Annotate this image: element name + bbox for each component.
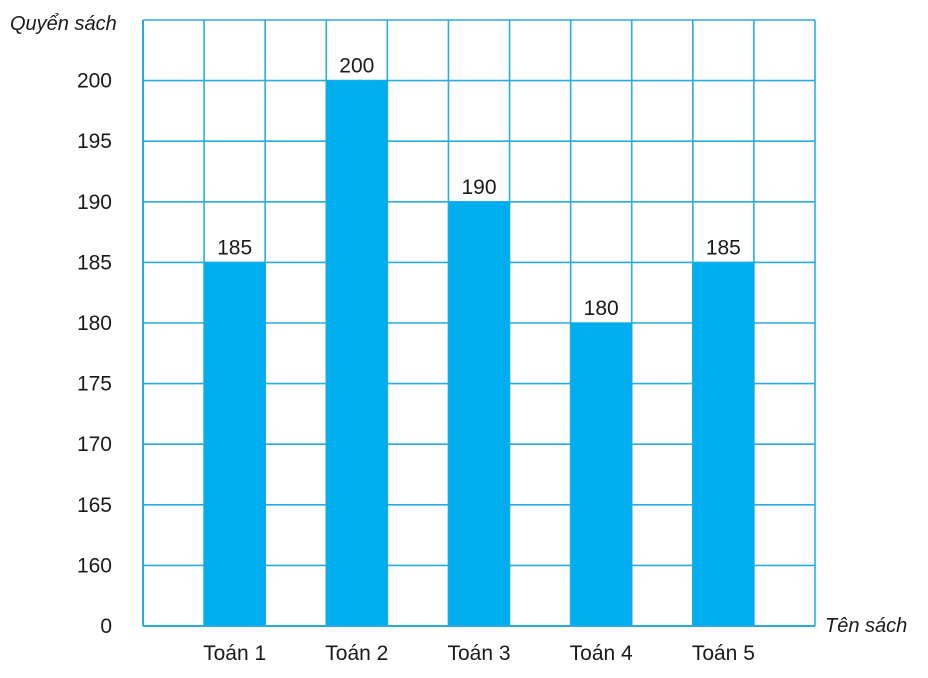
y-tick-label: 165 — [77, 494, 112, 517]
plot-frame — [142, 20, 815, 627]
y-tick-label: 180 — [77, 312, 112, 335]
y-tick-label: 0 — [100, 615, 112, 638]
x-axis-label: Tên sách — [825, 615, 907, 637]
bar-value-label: 185 — [217, 236, 252, 259]
bar-value-label: 200 — [339, 55, 374, 78]
y-tick-labels: 0 160 165 170 175 180 185 190 195 200 — [77, 70, 112, 638]
x-tick-labels: Toán 1 Toán 2 Toán 3 Toán 4 Toán 5 — [203, 642, 755, 665]
y-tick-label: 170 — [77, 433, 112, 456]
y-axis-label: Quyển sách — [10, 13, 117, 35]
y-tick-label: 160 — [77, 554, 112, 577]
bars — [204, 80, 754, 627]
bar — [692, 262, 754, 626]
bar — [326, 80, 388, 627]
y-tick-label: 190 — [77, 191, 112, 214]
bar-value-label: 185 — [706, 236, 741, 259]
bar — [448, 201, 510, 627]
y-tick-label: 200 — [77, 70, 112, 93]
bar — [204, 262, 266, 626]
bar-value-label: 180 — [584, 297, 619, 320]
category-label: Toán 1 — [203, 642, 266, 665]
y-tick-label: 185 — [77, 251, 112, 274]
y-tick-label: 195 — [77, 130, 112, 153]
bar-value-label: 190 — [461, 176, 496, 199]
category-label: Toán 2 — [325, 642, 388, 665]
y-tick-label: 175 — [77, 373, 112, 396]
data-labels: 185 200 190 180 185 — [217, 55, 741, 320]
category-label: Toán 3 — [447, 642, 510, 665]
category-label: Toán 4 — [570, 642, 633, 665]
category-label: Toán 5 — [692, 642, 755, 665]
bar — [570, 323, 632, 626]
